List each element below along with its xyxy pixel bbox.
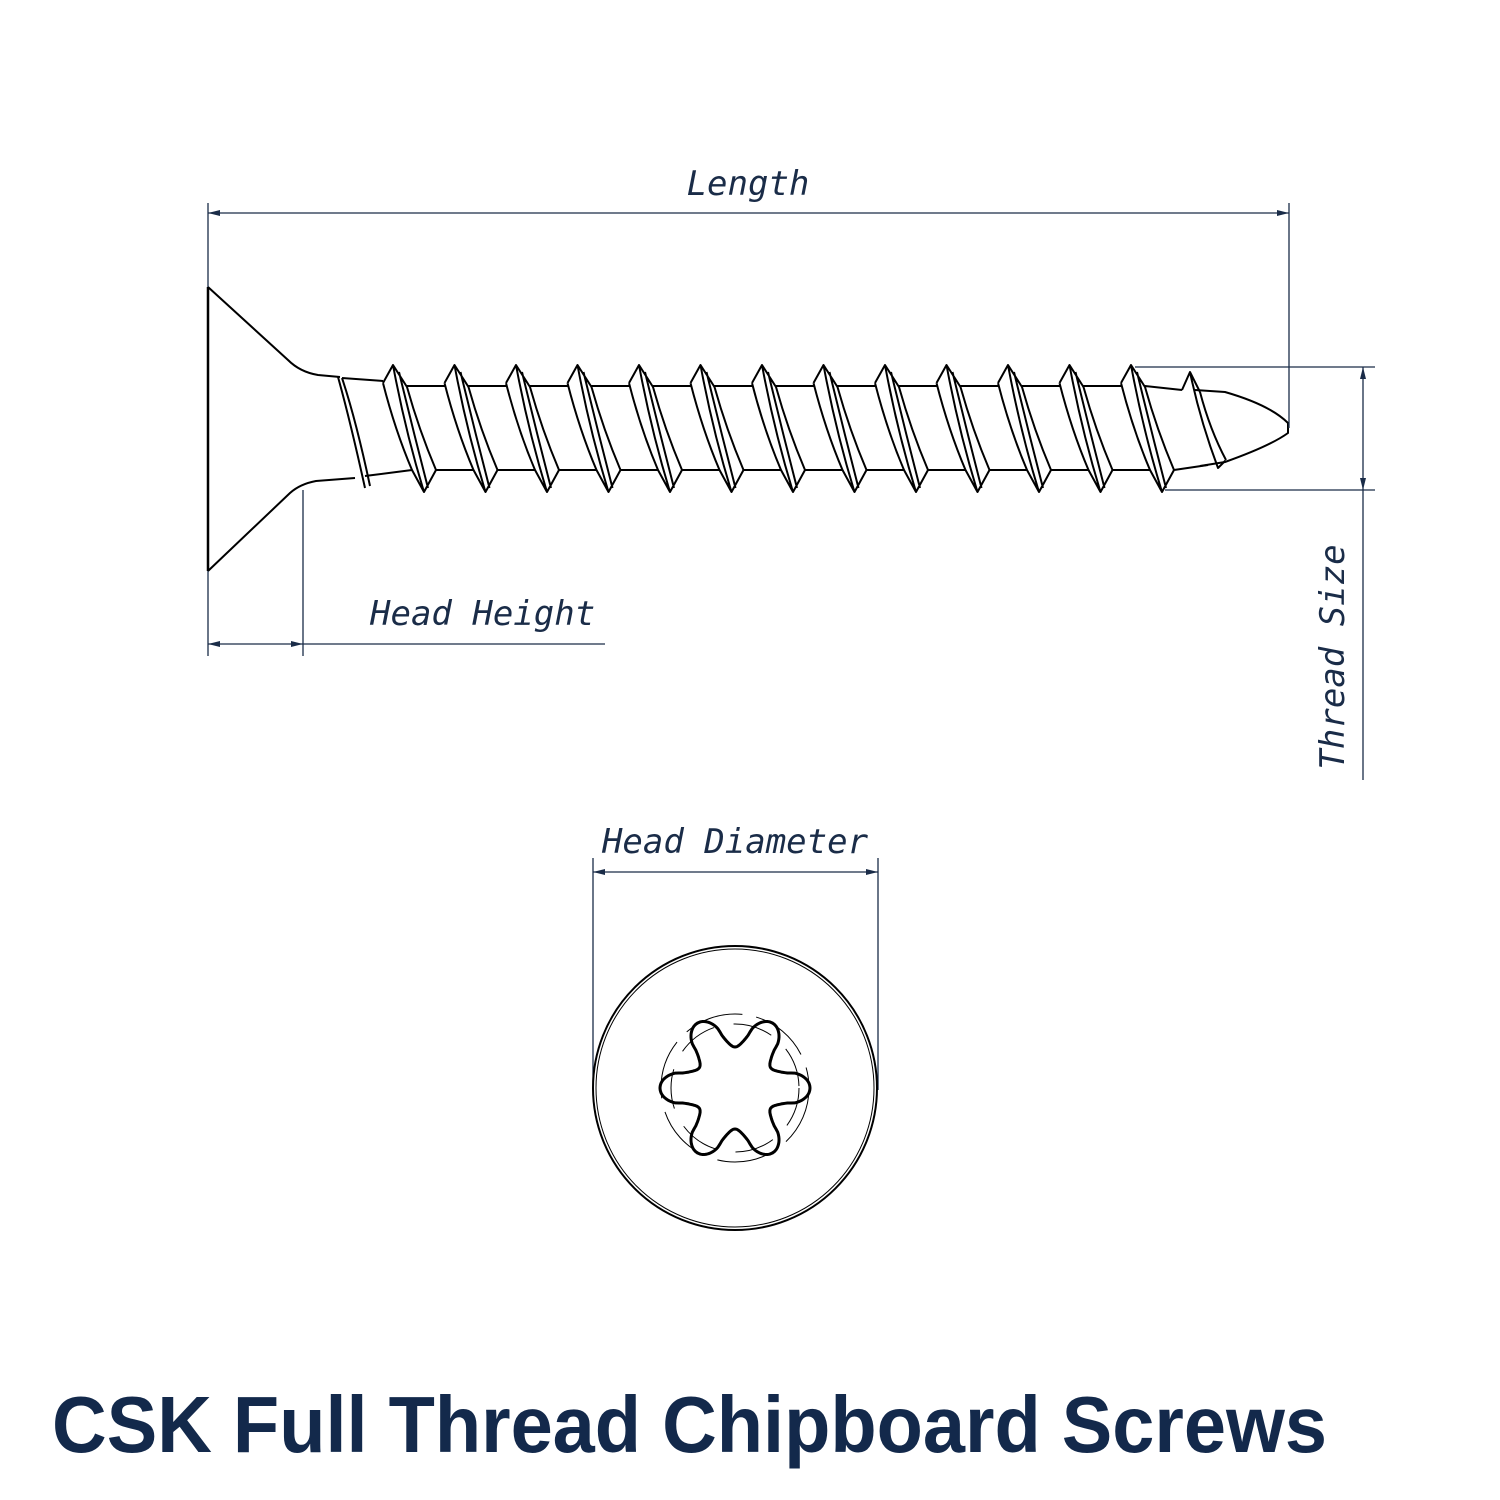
head-outline <box>592 945 878 1231</box>
page-title: CSK Full Thread Chipboard Screws <box>52 1380 1327 1469</box>
head-diameter-label: Head Diameter <box>601 822 869 862</box>
recess-circle <box>660 1013 810 1163</box>
torx-icon <box>658 1020 812 1156</box>
screw-side-view <box>206 286 1289 572</box>
thread-size-dimension: Thread Size <box>1135 366 1375 780</box>
threads <box>341 364 1227 493</box>
head-shank-transition <box>337 376 371 489</box>
head-bottom-profile <box>207 477 356 572</box>
length-dimension: Length <box>207 164 1290 428</box>
head-diameter-dimension: Head Diameter <box>592 822 879 1090</box>
head-height-dimension: Head Height <box>207 490 605 656</box>
thread-size-label: Thread Size <box>1313 544 1353 769</box>
head-height-label: Head Height <box>369 594 595 634</box>
screw-tip <box>1194 389 1289 467</box>
head-top-profile <box>207 286 341 378</box>
thread-helix <box>341 364 1227 493</box>
length-label: Length <box>687 164 810 204</box>
screw-head-top-view <box>592 945 878 1231</box>
